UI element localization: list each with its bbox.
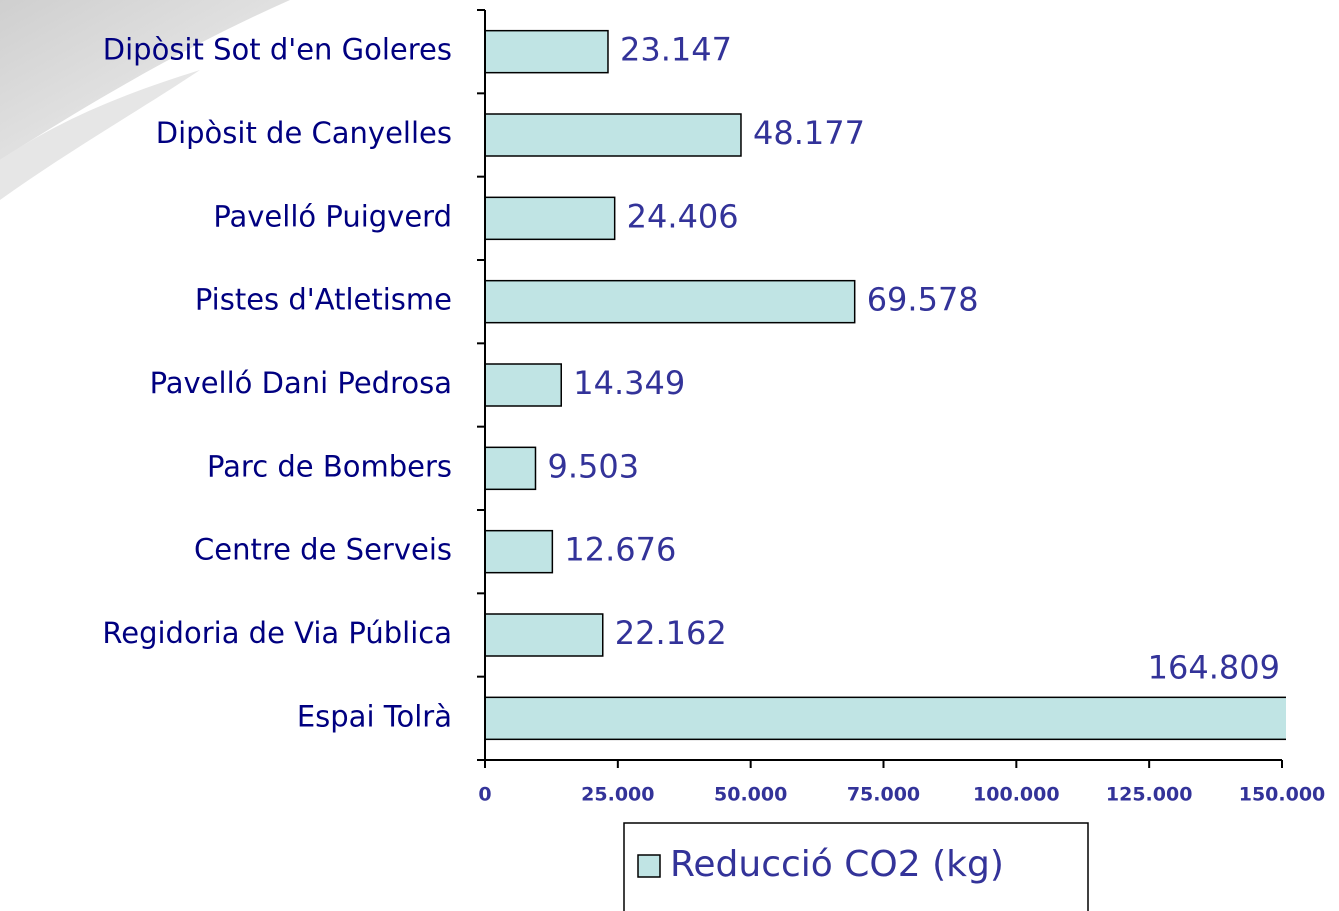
category-label: Espai Tolrà <box>297 699 452 733</box>
bar <box>484 446 537 491</box>
legend-box <box>623 822 1089 911</box>
background-decoration <box>0 70 200 200</box>
background-decoration <box>0 0 290 160</box>
category-label: Regidoria de Via Pública <box>102 616 452 650</box>
category-label: Pistes d'Atletisme <box>195 283 452 317</box>
x-tick-label: 50.000 <box>714 784 787 806</box>
value-label: 14.349 <box>573 364 685 402</box>
x-tick-label: 150.000 <box>1239 784 1326 806</box>
value-label: 69.578 <box>867 281 979 319</box>
bar <box>484 196 616 241</box>
bar <box>484 279 856 324</box>
x-tick-label: 75.000 <box>847 784 920 806</box>
x-tick-label: 125.000 <box>1106 784 1193 806</box>
value-label: 23.147 <box>620 31 732 69</box>
x-tick-label: 25.000 <box>581 784 654 806</box>
value-label: 164.809 <box>1148 648 1280 686</box>
value-label: 24.406 <box>627 197 739 235</box>
value-label: 9.503 <box>547 447 639 485</box>
bar <box>484 363 562 407</box>
value-label: 22.162 <box>615 614 727 652</box>
bar <box>484 29 609 74</box>
bar <box>484 696 1286 741</box>
legend-swatch <box>637 854 661 878</box>
category-label: Dipòsit de Canyelles <box>156 116 452 150</box>
category-label: Pavelló Dani Pedrosa <box>150 366 452 400</box>
category-label: Dipòsit Sot d'en Goleres <box>103 33 452 67</box>
bar <box>484 613 604 657</box>
x-tick-label: 0 <box>478 784 491 806</box>
x-tick-label: 100.000 <box>973 784 1060 806</box>
value-label: 48.177 <box>753 114 865 152</box>
category-label: Centre de Serveis <box>194 533 452 567</box>
bar <box>484 113 742 157</box>
category-label: Parc de Bombers <box>207 449 452 483</box>
bar <box>484 529 554 574</box>
legend-label: Reducció CO2 (kg) <box>670 844 1004 885</box>
value-label: 12.676 <box>564 531 676 569</box>
category-label: Pavelló Puigverd <box>213 199 452 233</box>
